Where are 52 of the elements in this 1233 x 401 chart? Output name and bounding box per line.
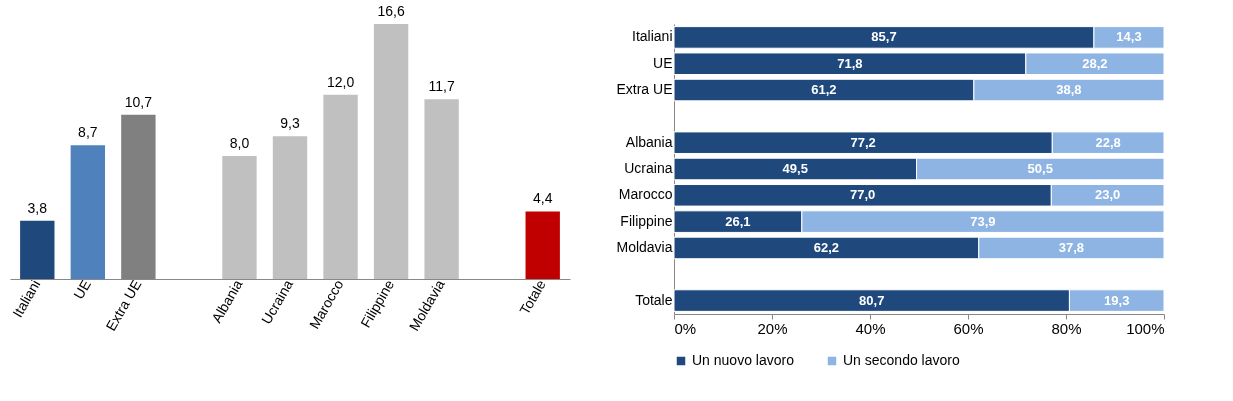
data-label: 71,8 xyxy=(837,55,863,71)
data-label: 22,8 xyxy=(1095,134,1121,150)
data-label: 37,8 xyxy=(1058,239,1085,255)
bar xyxy=(272,136,308,279)
data-label: 4,4 xyxy=(532,190,553,207)
data-label: 38,8 xyxy=(1056,82,1082,98)
x-tick-label: 100% xyxy=(1126,319,1165,337)
data-label: 12,0 xyxy=(326,73,355,90)
bar xyxy=(20,220,55,279)
data-label: 19,3 xyxy=(1104,292,1130,308)
bar xyxy=(222,156,257,279)
y-tick-label: Ucraina xyxy=(624,160,673,176)
legend-label: Un nuovo lavoro xyxy=(692,352,795,368)
bar xyxy=(373,24,409,279)
data-label: 3,8 xyxy=(27,199,48,216)
data-label: 61,2 xyxy=(811,82,837,98)
data-label: 23,0 xyxy=(1094,187,1121,203)
legend-label: Un secondo lavoro xyxy=(843,352,960,368)
y-tick-label: Italiani xyxy=(632,28,673,45)
y-tick-label: Marocco xyxy=(618,186,673,203)
y-tick-label: Moldavia xyxy=(616,238,673,255)
data-label: 10,7 xyxy=(124,93,153,110)
x-tick-label: 60% xyxy=(953,319,984,337)
bar xyxy=(323,94,358,279)
data-label: 8,7 xyxy=(78,124,98,141)
y-tick-label: Extra UE xyxy=(616,81,673,98)
data-label: 16,6 xyxy=(377,3,405,19)
data-label: 28,2 xyxy=(1082,55,1108,71)
data-label: 9,3 xyxy=(280,115,300,132)
data-label: 50,5 xyxy=(1027,161,1053,176)
x-tick-label: 80% xyxy=(1051,319,1082,337)
bar xyxy=(525,211,560,279)
x-tick-label: 0% xyxy=(674,319,697,337)
y-tick-label: Albania xyxy=(625,133,673,150)
bar xyxy=(424,99,459,279)
data-label: 14,3 xyxy=(1116,29,1142,45)
y-tick-label: Filippine xyxy=(620,212,673,229)
data-label: 80,7 xyxy=(859,292,885,308)
bar xyxy=(70,145,106,279)
x-tick-label: 20% xyxy=(757,319,788,337)
data-label: 62,2 xyxy=(813,239,840,255)
data-label: 11,7 xyxy=(428,78,455,95)
data-label: 77,0 xyxy=(849,187,876,203)
data-label: 77,2 xyxy=(850,134,876,150)
data-label: 49,5 xyxy=(782,161,808,176)
x-tick-label: 40% xyxy=(855,319,886,337)
data-label: 8,0 xyxy=(229,135,250,152)
data-label: 85,7 xyxy=(871,29,897,45)
data-label: 73,9 xyxy=(970,213,996,229)
data-label: 26,1 xyxy=(725,213,751,229)
x-tick-label: UE xyxy=(70,277,94,302)
y-tick-label: UE xyxy=(653,54,673,71)
